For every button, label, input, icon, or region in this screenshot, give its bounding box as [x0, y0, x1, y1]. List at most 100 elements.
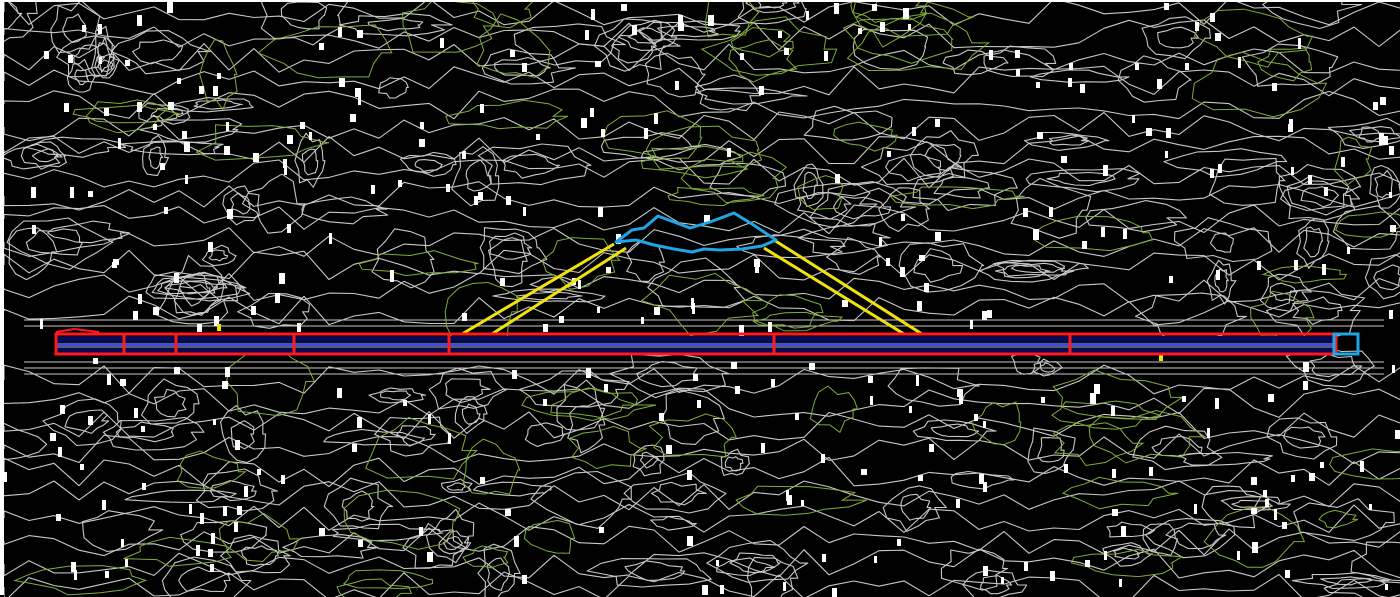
spot-marker [287, 224, 291, 233]
runway-outline [54, 332, 1338, 356]
spot-marker [632, 25, 637, 35]
contour-ring [600, 132, 701, 159]
contour-ring [650, 481, 707, 506]
contour-ring [1293, 498, 1395, 541]
spot-marker [1291, 475, 1295, 482]
spot-marker [887, 151, 891, 157]
spot-marker [284, 168, 287, 175]
spot-marker [420, 122, 424, 129]
contour-line [4, 157, 1400, 189]
contour-ring [720, 448, 751, 476]
contour-ring [1178, 451, 1273, 466]
spot-marker [118, 138, 121, 149]
contour-ring [479, 227, 548, 275]
contour-ring [414, 159, 443, 172]
contour-ring [1029, 69, 1130, 83]
spot-marker [1369, 504, 1372, 510]
spot-marker [771, 379, 775, 387]
contour-ring [164, 254, 225, 316]
contour-ring [885, 153, 942, 182]
spot-marker [358, 540, 363, 547]
minor-contour-ring [1051, 400, 1162, 430]
spot-marker [581, 118, 587, 128]
site-plan-drawing[interactable] [4, 2, 1400, 597]
spot-marker [1263, 490, 1267, 497]
contour-ring [980, 575, 1013, 595]
contour-ring [148, 146, 164, 170]
spot-marker [189, 504, 192, 514]
contour-ring [638, 20, 741, 41]
spot-marker [199, 86, 204, 94]
spot-marker [251, 306, 256, 315]
contour-ring [513, 23, 626, 66]
spot-marker [462, 313, 467, 321]
contour-ring [696, 87, 808, 105]
minor-contour-ring [1191, 51, 1328, 118]
spot-marker [297, 323, 301, 332]
contour-ring [797, 191, 852, 220]
spot-marker [505, 509, 511, 516]
minor-contour-ring [842, 17, 954, 64]
spot-marker [138, 294, 142, 304]
minor-contour-ring [1318, 509, 1359, 529]
spot-elevation-markers [4, 2, 1400, 597]
contour-ring [97, 36, 111, 73]
spot-marker [1251, 477, 1257, 485]
spot-marker [536, 134, 540, 140]
spot-marker [739, 325, 744, 336]
contour-ring [1142, 523, 1178, 556]
spot-marker [1069, 63, 1073, 70]
contour-ring [42, 398, 122, 447]
spot-marker [1274, 509, 1277, 520]
contour-ring [20, 141, 67, 170]
spot-marker [1064, 464, 1068, 473]
contour-ring [1102, 542, 1153, 567]
spot-marker [338, 27, 342, 37]
spot-marker [217, 73, 221, 79]
spot-marker [1347, 247, 1350, 254]
spot-marker [427, 552, 433, 562]
spot-marker [1185, 63, 1189, 70]
spot-marker [1165, 151, 1168, 158]
spot-marker [597, 307, 600, 313]
contour-ring [745, 2, 800, 14]
spot-marker [357, 30, 363, 38]
spot-marker [909, 406, 912, 413]
contour-ring [6, 217, 114, 270]
contour-ring [950, 470, 1015, 490]
minor-contour-ring [640, 145, 749, 179]
major-contour-lines [4, 2, 1400, 597]
spot-marker [586, 368, 591, 378]
minor-contour-ring [523, 519, 576, 554]
spot-marker [959, 395, 963, 404]
spot-marker [591, 9, 595, 20]
spot-marker [824, 51, 828, 61]
contour-ring [737, 2, 807, 25]
spot-marker [1373, 102, 1378, 110]
spot-marker [901, 214, 905, 221]
contour-ring [323, 428, 426, 446]
contour-ring [208, 249, 229, 262]
spot-marker [474, 196, 478, 205]
contour-ring [1039, 362, 1056, 373]
spot-marker [908, 24, 911, 30]
contour-ring [623, 472, 727, 514]
spot-marker [1341, 157, 1345, 167]
contour-ring [930, 423, 980, 438]
spot-marker [40, 319, 43, 329]
contour-ring [209, 480, 257, 502]
contour-ring [332, 523, 444, 542]
spot-marker [182, 131, 187, 139]
spot-marker [1291, 167, 1294, 175]
contour-ring [167, 97, 254, 113]
spot-marker [510, 50, 515, 57]
spot-marker [1023, 208, 1028, 217]
contour-ring [724, 456, 744, 472]
contour-ring [832, 195, 892, 220]
spot-marker [224, 146, 230, 155]
contour-ring [446, 482, 466, 491]
minor-contour-ring [462, 438, 521, 495]
minor-contour-lines [13, 2, 1400, 597]
spot-marker [244, 486, 248, 497]
